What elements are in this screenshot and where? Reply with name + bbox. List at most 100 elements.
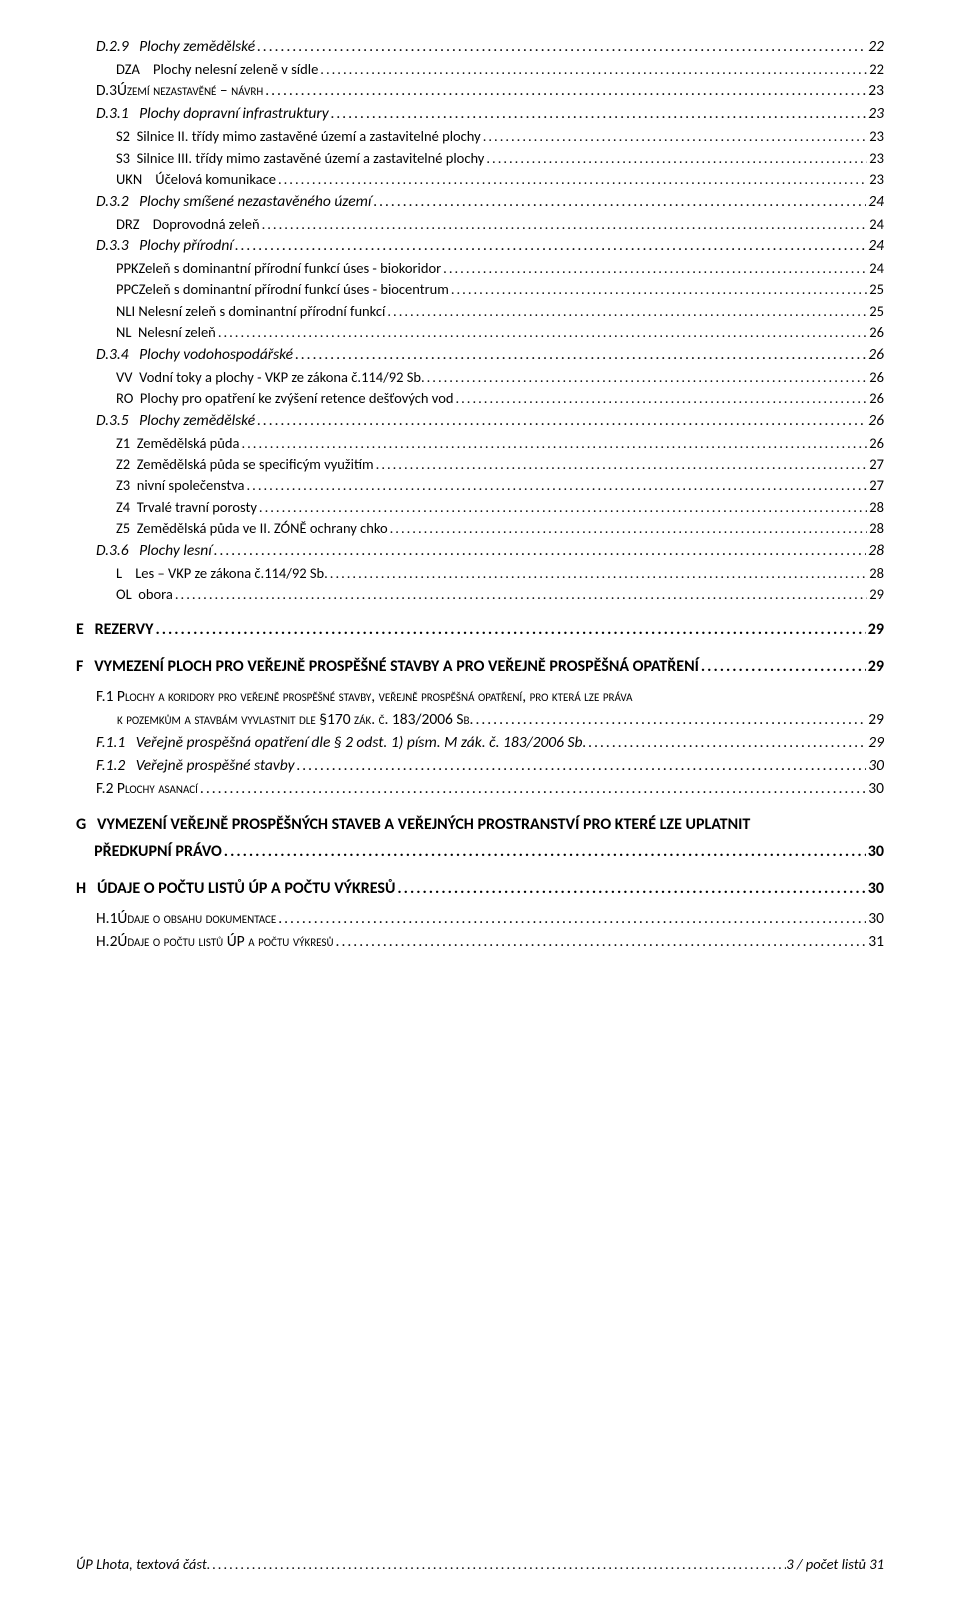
toc-entry: S2 Silnice II. třídy mimo zastavěné územ… <box>116 126 884 147</box>
toc-label: NL Nelesní zeleň <box>116 322 216 343</box>
toc-page-number: 24 <box>867 258 884 279</box>
toc-page-number: 22 <box>866 36 884 59</box>
toc-leader-dots <box>395 875 865 902</box>
toc-leader-dots <box>255 410 866 433</box>
toc-entry: RO Plochy pro opatření ke zvýšení retenc… <box>116 388 884 409</box>
toc-label: H.2Údaje o počtu listů ÚP a počtu výkres… <box>96 931 334 954</box>
toc-page-number: 29 <box>866 732 884 755</box>
toc-leader-dots <box>371 191 866 214</box>
toc-label: F VYMEZENÍ PLOCH PRO VEŘEJNĚ PROSPĚŠNÉ S… <box>76 653 699 680</box>
toc-entry: D.3.2 Plochy smíšené nezastavěného území… <box>96 191 884 214</box>
toc-label: Z2 Zemědělská půda se specificým využití… <box>116 454 374 475</box>
toc-label: RO Plochy pro opatření ke zvýšení retenc… <box>116 388 453 409</box>
toc-leader-dots <box>388 518 868 539</box>
toc-page-number: 26 <box>867 388 884 409</box>
toc-page-number: 31 <box>866 931 884 954</box>
toc-page-number: 26 <box>866 344 884 367</box>
toc-page-number: 30 <box>866 908 884 931</box>
toc-leader-dots <box>216 322 867 343</box>
toc-entry: UKN Účelová komunikace23 <box>116 169 884 190</box>
toc-spacer <box>76 606 884 616</box>
toc-entry: H ÚDAJE O POČTU LISTŮ ÚP A POČTU VÝKRESŮ… <box>76 875 884 902</box>
toc-page-number: 27 <box>867 454 884 475</box>
toc-entry: PPCZeleň s dominantní přírodní funkcí ús… <box>116 279 884 300</box>
toc-page-number: 29 <box>867 584 884 605</box>
toc-entry: F.1.2 Veřejně prospěšné stavby30 <box>96 755 884 778</box>
table-of-contents: D.2.9 Plochy zemědělské22DZA Plochy nele… <box>76 36 884 954</box>
toc-leader-dots <box>329 103 867 126</box>
footer-left: ÚP Lhota, textová část <box>76 1555 207 1573</box>
toc-entry: F.1 Plochy a koridory pro veřejně prospě… <box>96 686 884 709</box>
toc-leader-dots <box>293 344 866 367</box>
toc-leader-dots <box>318 59 867 80</box>
toc-label: D.3.6 Plochy lesní <box>96 540 212 563</box>
toc-entry: H.2Údaje o počtu listů ÚP a počtu výkres… <box>96 931 884 954</box>
toc-label: D.3.4 Plochy vodohospodářské <box>96 344 293 367</box>
toc-page-number: 24 <box>866 191 884 214</box>
toc-page-number: 26 <box>867 367 884 388</box>
toc-leader-dots <box>484 148 867 169</box>
toc-label: S2 Silnice II. třídy mimo zastavěné územ… <box>116 126 481 147</box>
toc-entry: OL obora29 <box>116 584 884 605</box>
toc-leader-dots <box>276 908 866 931</box>
toc-page-number: 28 <box>867 518 884 539</box>
toc-entry: D.3.1 Plochy dopravní infrastruktury23 <box>96 103 884 126</box>
toc-page-number: 29 <box>866 709 884 732</box>
toc-spacer <box>76 865 884 875</box>
toc-label: H ÚDAJE O POČTU LISTŮ ÚP A POČTU VÝKRESŮ <box>76 875 395 902</box>
toc-entry: VV Vodní toky a plochy - VKP ze zákona č… <box>116 367 884 388</box>
toc-label: E REZERVY <box>76 616 153 643</box>
toc-label: PPCZeleň s dominantní přírodní funkcí ús… <box>116 279 449 300</box>
toc-label: L Les – VKP ze zákona č.114/92 Sb. <box>116 563 328 584</box>
toc-page-number: 28 <box>867 563 884 584</box>
toc-page-number: 30 <box>866 778 884 801</box>
toc-page-number: 29 <box>866 616 884 643</box>
toc-leader-dots <box>385 301 867 322</box>
toc-label: D.3.3 Plochy přírodní <box>96 235 233 258</box>
toc-label: Z4 Trvalé travní porosty <box>116 497 257 518</box>
footer-right: 3 / počet listů 31 <box>786 1555 884 1573</box>
toc-label: Z3 nivní společenstva <box>116 475 245 496</box>
toc-entry: k pozemkům a stavbám vyvlastnit dle §170… <box>96 709 884 732</box>
toc-entry: H.1Údaje o obsahu dokumentace30 <box>96 908 884 931</box>
toc-leader-dots <box>239 433 867 454</box>
toc-entry: NL Nelesní zeleň 26 <box>116 322 884 343</box>
toc-label: F.1.1 Veřejně prospěšná opatření dle § 2… <box>96 732 586 755</box>
toc-entry: D.3.6 Plochy lesní28 <box>96 540 884 563</box>
toc-label: D.3.5 Plochy zemědělské <box>96 410 255 433</box>
toc-entry: L Les – VKP ze zákona č.114/92 Sb. 28 <box>116 563 884 584</box>
toc-label: UKN Účelová komunikace <box>116 169 276 190</box>
toc-entry: PPKZeleň s dominantní přírodní funkcí ús… <box>116 258 884 279</box>
toc-label: D.2.9 Plochy zemědělské <box>96 36 255 59</box>
toc-entry: DRZ Doprovodná zeleň 24 <box>116 214 884 235</box>
toc-leader-dots <box>198 778 866 801</box>
toc-leader-dots <box>263 80 866 103</box>
toc-page-number: 26 <box>867 322 884 343</box>
toc-entry: F VYMEZENÍ PLOCH PRO VEŘEJNĚ PROSPĚŠNÉ S… <box>76 653 884 680</box>
toc-label: DRZ Doprovodná zeleň <box>116 214 260 235</box>
toc-page-number: 25 <box>867 301 884 322</box>
toc-page-number: 30 <box>866 875 884 902</box>
toc-leader-dots <box>334 931 867 954</box>
toc-page-number: 26 <box>866 410 884 433</box>
toc-leader-dots <box>212 540 867 563</box>
toc-leader-dots <box>153 616 865 643</box>
toc-leader-dots <box>699 653 866 680</box>
toc-leader-dots <box>425 367 868 388</box>
toc-entry: D.3.4 Plochy vodohospodářské 26 <box>96 344 884 367</box>
toc-page-number: 22 <box>867 59 884 80</box>
toc-label: D.3Území nezastavěné – návrh <box>96 80 263 103</box>
toc-label: F.2 Plochy asanací <box>96 778 198 801</box>
footer-dots <box>207 1555 787 1573</box>
toc-page-number: 28 <box>867 497 884 518</box>
toc-page-number: 24 <box>867 214 884 235</box>
toc-page-number: 23 <box>866 80 884 103</box>
toc-leader-dots <box>260 214 868 235</box>
toc-label: k pozemkům a stavbám vyvlastnit dle §170… <box>96 709 473 732</box>
toc-entry: DZA Plochy nelesní zeleně v sídle 22 <box>116 59 884 80</box>
toc-entry: Z1 Zemědělská půda26 <box>116 433 884 454</box>
toc-page-number: 26 <box>867 433 884 454</box>
toc-leader-dots <box>481 126 868 147</box>
toc-page-number: 27 <box>867 475 884 496</box>
toc-label: DZA Plochy nelesní zeleně v sídle <box>116 59 318 80</box>
